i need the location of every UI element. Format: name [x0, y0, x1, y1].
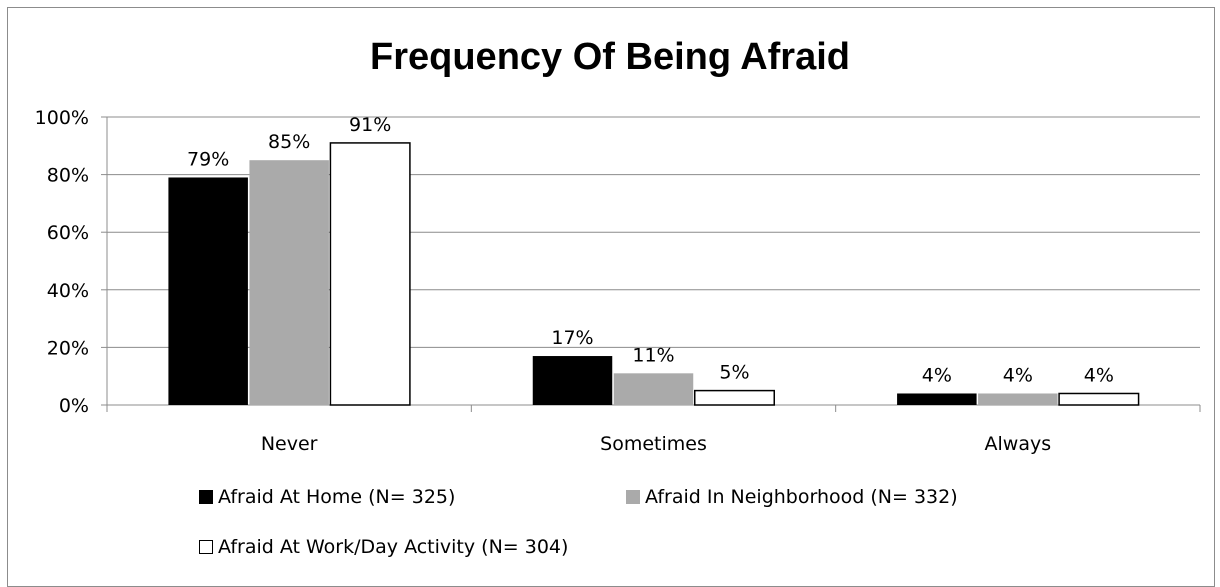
bar [694, 389, 775, 406]
legend-swatch-home [199, 490, 213, 504]
bar [613, 373, 694, 405]
data-label: 91% [349, 114, 391, 136]
data-label: 11% [632, 344, 674, 366]
legend-label-home: Afraid At Home (N= 325) [218, 486, 456, 508]
legend-swatch-neighborhood [626, 490, 640, 504]
data-label: 5% [719, 362, 749, 384]
y-tick-label: 20% [47, 337, 89, 359]
bar [978, 393, 1058, 405]
data-label: 85% [268, 131, 310, 153]
bar [329, 142, 411, 406]
x-tick-label: Never [261, 433, 318, 455]
y-tick-label: 0% [59, 395, 89, 417]
legend-item-neighborhood: Afraid In Neighborhood (N= 332) [626, 486, 958, 508]
y-tick-label: 100% [35, 107, 89, 129]
data-label: 4% [1003, 364, 1033, 386]
data-label: 4% [922, 364, 952, 386]
legend-label-neighborhood: Afraid In Neighborhood (N= 332) [645, 486, 958, 508]
y-tick-label: 40% [47, 280, 89, 302]
legend-item-home: Afraid At Home (N= 325) [199, 486, 455, 508]
chart-title: Frequency Of Being Afraid [370, 36, 850, 78]
legend-label-work: Afraid At Work/Day Activity (N= 304) [218, 536, 569, 558]
data-label: 4% [1084, 364, 1114, 386]
legend-item-work: Afraid At Work/Day Activity (N= 304) [199, 536, 568, 558]
x-tick-label: Sometimes [600, 433, 707, 455]
legend-swatch-work [199, 540, 213, 554]
bar [249, 160, 329, 405]
bar [1058, 392, 1140, 406]
data-label: 79% [187, 148, 229, 170]
bar [168, 177, 248, 405]
bar [897, 393, 977, 405]
x-tick-label: Always [985, 433, 1052, 455]
data-label: 17% [551, 327, 593, 349]
y-tick-label: 80% [47, 165, 89, 187]
bar [532, 356, 613, 405]
y-tick-label: 60% [47, 222, 89, 244]
bar-chart: 0% 20% 40% 60% 80% 100% Never 79% 85% 91% Sometime… [35, 107, 1201, 455]
